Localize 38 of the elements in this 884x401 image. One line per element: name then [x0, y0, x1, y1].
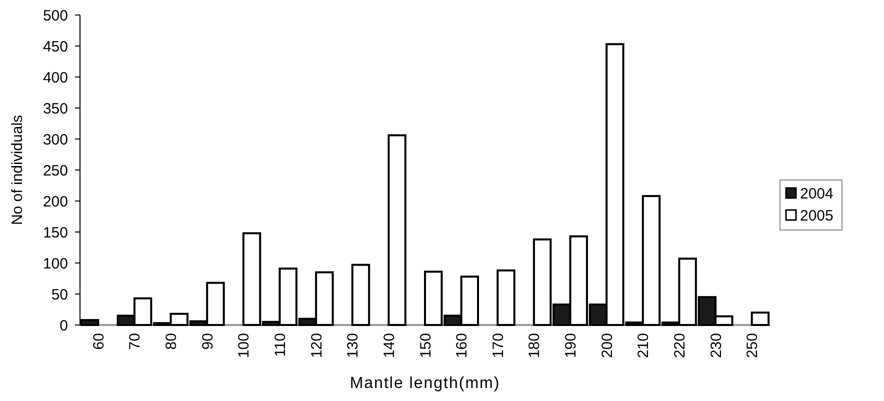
y-tick-label: 150: [42, 224, 68, 242]
bar: [750, 312, 770, 326]
x-tick-label: 210: [635, 333, 652, 358]
y-tick-label: 400: [42, 69, 68, 86]
x-tick-label: 180: [526, 333, 544, 358]
x-tick-label: 200: [598, 333, 616, 358]
x-tick-label: 250: [744, 333, 762, 358]
x-tick-label: 120: [308, 333, 326, 358]
y-tick-label: 200: [42, 193, 68, 210]
x-tick-label: 190: [562, 333, 580, 358]
y-tick-label: 350: [42, 100, 68, 118]
y-tick-label: 500: [42, 7, 68, 24]
legend-label: 2004: [800, 185, 834, 202]
y-tick-label: 50: [51, 286, 68, 304]
x-tick-label: 80: [163, 333, 180, 350]
y-axis-title: No of individuals: [9, 114, 26, 226]
y-tick-label: 0: [60, 317, 68, 334]
y-tick-label: 250: [42, 162, 68, 180]
x-tick-label: 100: [236, 333, 253, 358]
x-tick-label: 160: [454, 333, 471, 358]
x-tick-label: 130: [344, 333, 362, 358]
bar: [351, 264, 370, 326]
x-tick-label: 140: [380, 333, 398, 358]
y-tick-label: 100: [42, 255, 68, 272]
x-tick-label: 170: [490, 333, 507, 358]
x-tick-label: 230: [708, 333, 725, 358]
legend-label: 2005: [800, 207, 834, 224]
bar: [388, 134, 406, 326]
x-tick-label: 110: [272, 333, 289, 357]
x-tick-label: 70: [126, 333, 144, 350]
bar: [496, 269, 516, 326]
x-axis-title: Mantle length(mm): [350, 375, 500, 392]
x-tick-label: 220: [671, 333, 688, 358]
x-tick-label: 60: [90, 333, 108, 350]
y-tick-label: 300: [42, 131, 68, 148]
y-tick-label: 450: [42, 38, 68, 56]
x-tick-label: 150: [417, 333, 434, 358]
x-tick-label: 90: [199, 333, 216, 350]
